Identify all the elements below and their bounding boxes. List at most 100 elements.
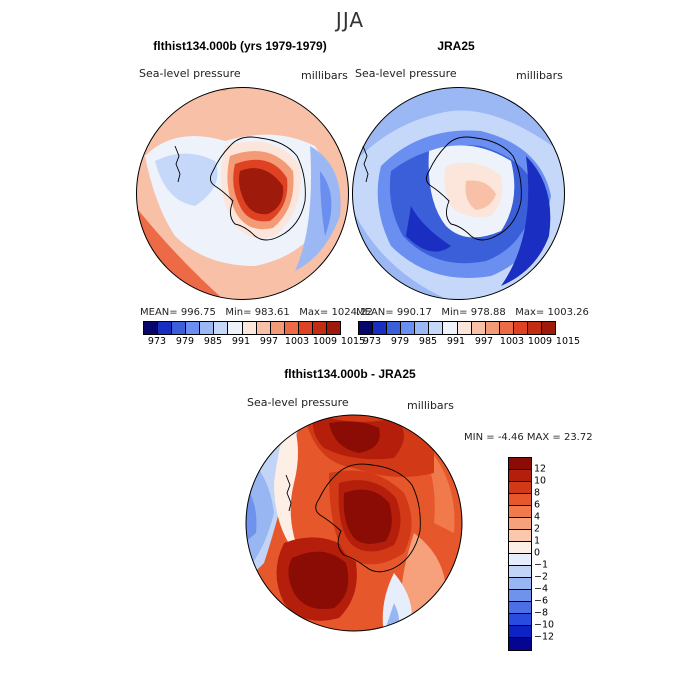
panel3-map (245, 414, 463, 632)
colorbar-swatch (509, 614, 531, 626)
colorbar-swatch (485, 322, 500, 334)
colorbar-tick-label: 997 (259, 336, 279, 347)
colorbar-swatch (359, 322, 374, 334)
panel2-antarctica-coast (426, 136, 522, 241)
colorbar-swatch (144, 322, 159, 334)
panel2-colorbar (358, 321, 556, 335)
colorbar-tick-label: 1003 (499, 336, 525, 347)
colorbar-swatch (200, 322, 215, 334)
colorbar-swatch (387, 322, 402, 334)
colorbar-level-label: 12 (534, 463, 547, 475)
colorbar-tick-label: 985 (203, 336, 223, 347)
colorbar-tick-label: 973 (147, 336, 167, 347)
colorbar-swatch (509, 566, 531, 578)
colorbar-swatch (509, 590, 531, 602)
panel2-stats: MEAN= 990.17 Min= 978.88 Max= 1003.26 (356, 307, 589, 318)
colorbar-swatch (509, 494, 531, 506)
colorbar-tick-label: 991 (231, 336, 251, 347)
colorbar-swatch (270, 322, 285, 334)
colorbar-swatch (509, 518, 531, 530)
colorbar-level-label: 8 (534, 487, 541, 499)
panel2-units: millibars (516, 69, 563, 82)
colorbar-swatch (509, 578, 531, 590)
colorbar-swatch (312, 322, 328, 334)
panel1-stats: MEAN= 996.75 Min= 983.61 Max= 1024.22 (140, 307, 373, 318)
colorbar-tick-label: 973 (362, 336, 382, 347)
colorbar-level-label: −8 (534, 607, 549, 619)
panel3-max: 23.72 (563, 432, 593, 443)
colorbar-swatch (509, 626, 531, 638)
colorbar-swatch (509, 530, 531, 542)
panel1-mean: 996.75 (180, 307, 216, 318)
panel2-mean: 990.17 (396, 307, 432, 318)
panel1-south-america-coast (174, 145, 181, 183)
panel3-colorbar (508, 457, 532, 651)
colorbar-swatch (327, 322, 341, 334)
panel3-stats: MIN = -4.46 MAX = 23.72 (464, 432, 593, 443)
colorbar-swatch (284, 322, 299, 334)
colorbar-swatch (172, 322, 187, 334)
panel1-units: millibars (301, 69, 348, 82)
colorbar-swatch (429, 322, 444, 334)
colorbar-swatch (242, 322, 257, 334)
colorbar-swatch (443, 322, 458, 334)
colorbar-tick-label: 1015 (340, 336, 366, 347)
panel1-min: 983.61 (254, 307, 290, 318)
panel1-antarctica-coast (210, 136, 306, 241)
panel1-title: flthist134.000b (yrs 1979-1979) (153, 39, 327, 53)
colorbar-swatch (509, 542, 531, 554)
colorbar-swatch (457, 322, 472, 334)
colorbar-level-label: −10 (534, 619, 555, 631)
panel1-max: 1024.22 (331, 307, 373, 318)
colorbar-swatch (415, 322, 430, 334)
panel3-variable: Sea-level pressure (247, 396, 349, 409)
colorbar-tick-label: 979 (390, 336, 410, 347)
colorbar-level-label: 1 (534, 535, 541, 547)
colorbar-swatch (214, 322, 229, 334)
colorbar-swatch (509, 482, 531, 494)
panel2-south-america-coast (362, 145, 369, 183)
panel1-colorbar (143, 321, 341, 335)
colorbar-swatch (509, 554, 531, 566)
colorbar-level-label: 4 (534, 511, 541, 523)
colorbar-level-label: −6 (534, 595, 549, 607)
colorbar-swatch (499, 322, 514, 334)
panel2-variable: Sea-level pressure (355, 67, 457, 80)
colorbar-swatch (228, 322, 243, 334)
colorbar-tick-label: 1015 (555, 336, 581, 347)
colorbar-swatch (186, 322, 201, 334)
colorbar-swatch (509, 506, 531, 518)
colorbar-level-label: 6 (534, 499, 541, 511)
colorbar-swatch (509, 470, 531, 482)
colorbar-swatch (509, 638, 531, 650)
colorbar-level-label: 0 (534, 547, 541, 559)
colorbar-tick-label: 985 (418, 336, 438, 347)
colorbar-level-label: 10 (534, 475, 547, 487)
season-title: JJA (335, 8, 365, 32)
colorbar-swatch (298, 322, 313, 334)
panel3-antarctica-coast (315, 463, 421, 573)
colorbar-swatch (256, 322, 271, 334)
colorbar-swatch (509, 458, 531, 470)
colorbar-tick-label: 1003 (284, 336, 310, 347)
panel3-min: -4.46 (497, 432, 524, 443)
colorbar-tick-label: 1009 (527, 336, 553, 347)
panel1-variable: Sea-level pressure (139, 67, 241, 80)
colorbar-level-label: −1 (534, 559, 549, 571)
colorbar-swatch (513, 322, 528, 334)
panel2-title: JRA25 (437, 39, 475, 53)
colorbar-swatch (542, 322, 556, 334)
panel3-units: millibars (407, 399, 454, 412)
panel2-map (352, 87, 565, 300)
colorbar-swatch (509, 602, 531, 614)
colorbar-tick-label: 991 (446, 336, 466, 347)
colorbar-swatch (373, 322, 388, 334)
colorbar-swatch (527, 322, 543, 334)
colorbar-level-label: −4 (534, 583, 549, 595)
panel3-title: flthist134.000b - JRA25 (284, 367, 416, 381)
panel2-min: 978.88 (470, 307, 506, 318)
colorbar-tick-label: 997 (474, 336, 494, 347)
colorbar-level-label: −12 (534, 631, 555, 643)
colorbar-swatch (401, 322, 416, 334)
